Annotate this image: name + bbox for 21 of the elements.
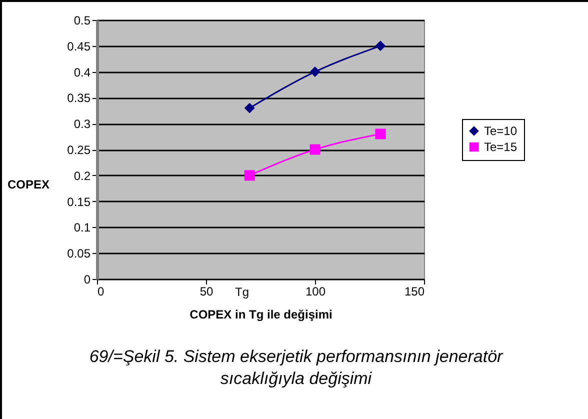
- y-tick-label: 0.45: [67, 39, 91, 54]
- x-tick-label: 100: [305, 284, 326, 298]
- x-axis-title: COPEX in Tg ile değişimi: [190, 308, 332, 322]
- x-tick-label: 0: [98, 284, 104, 298]
- y-tick-label: 0.35: [67, 91, 91, 106]
- y-tick-label: 0.1: [74, 220, 91, 235]
- y-tick-label: 0.3: [74, 117, 91, 132]
- y-tick-label: 0.15: [67, 194, 91, 209]
- legend-label: Te=10: [484, 124, 518, 138]
- y-tick-label: 0.05: [67, 246, 91, 261]
- x-tick-label: 50: [200, 284, 214, 298]
- y-tick-label: 0.5: [74, 14, 91, 28]
- text: 69/=Şekil 5. Sistem ekserjetik performansının jeneratör sıcaklığıyla değişimi: [89, 347, 504, 388]
- legend-label: Te=15: [484, 140, 518, 154]
- y-tick-label: 0.4: [74, 65, 91, 80]
- y-axis-title: COPEX: [8, 177, 50, 192]
- x-tick-label: 150: [404, 284, 425, 298]
- y-tick-label: 0: [84, 272, 91, 286]
- y-tick-label: 0.2: [74, 168, 91, 183]
- text: Tg: [234, 285, 250, 299]
- y-tick-label: 0.25: [67, 143, 91, 157]
